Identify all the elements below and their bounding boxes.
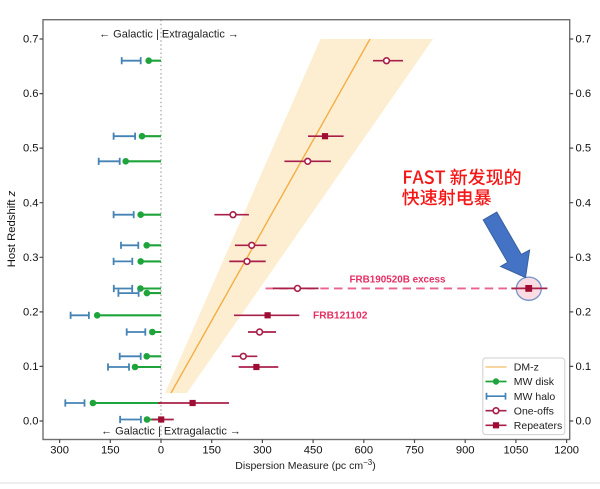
svg-text:0.1: 0.1 xyxy=(576,361,592,373)
svg-text:0.7: 0.7 xyxy=(576,34,592,46)
svg-text:One-offs: One-offs xyxy=(514,405,554,417)
svg-text:0.5: 0.5 xyxy=(576,143,592,155)
svg-text:0.6: 0.6 xyxy=(576,88,592,100)
svg-text:Dispersion Measure (pc cm−3): Dispersion Measure (pc cm−3) xyxy=(235,458,375,472)
svg-text:750: 750 xyxy=(405,445,424,457)
svg-text:0.2: 0.2 xyxy=(576,307,592,319)
svg-text:0.7: 0.7 xyxy=(23,34,39,46)
svg-text:900: 900 xyxy=(456,445,475,457)
svg-text:FRB190520B excess: FRB190520B excess xyxy=(349,275,446,286)
svg-text:← Galactic | Extragalactic →: ← Galactic | Extragalactic → xyxy=(101,426,241,438)
svg-text:300: 300 xyxy=(50,445,69,457)
svg-text:300: 300 xyxy=(253,445,272,457)
svg-text:0.5: 0.5 xyxy=(23,143,39,155)
svg-text:1050: 1050 xyxy=(503,445,528,457)
svg-text:150: 150 xyxy=(101,445,120,457)
svg-text:DM-z: DM-z xyxy=(514,362,539,374)
svg-text:450: 450 xyxy=(304,445,323,457)
svg-text:0: 0 xyxy=(158,445,164,457)
svg-text:0.6: 0.6 xyxy=(23,88,39,100)
svg-text:Host Redshift z: Host Redshift z xyxy=(6,190,18,267)
svg-text:0.2: 0.2 xyxy=(23,307,39,319)
svg-text:1200: 1200 xyxy=(554,445,579,457)
svg-text:0.1: 0.1 xyxy=(23,361,39,373)
svg-text:Repeaters: Repeaters xyxy=(514,420,562,432)
svg-text:0.0: 0.0 xyxy=(576,416,592,428)
svg-text:0.4: 0.4 xyxy=(576,197,592,209)
svg-text:FRB121102: FRB121102 xyxy=(313,310,368,321)
svg-text:0.4: 0.4 xyxy=(23,197,39,209)
svg-text:← Galactic | Extragalactic →: ← Galactic | Extragalactic → xyxy=(99,29,239,41)
svg-text:0.3: 0.3 xyxy=(23,252,39,264)
svg-text:MW disk: MW disk xyxy=(514,376,555,388)
svg-text:0.0: 0.0 xyxy=(23,416,39,428)
svg-text:MW halo: MW halo xyxy=(514,391,556,403)
svg-text:0.3: 0.3 xyxy=(576,252,592,264)
svg-text:150: 150 xyxy=(202,445,221,457)
svg-text:600: 600 xyxy=(354,445,373,457)
